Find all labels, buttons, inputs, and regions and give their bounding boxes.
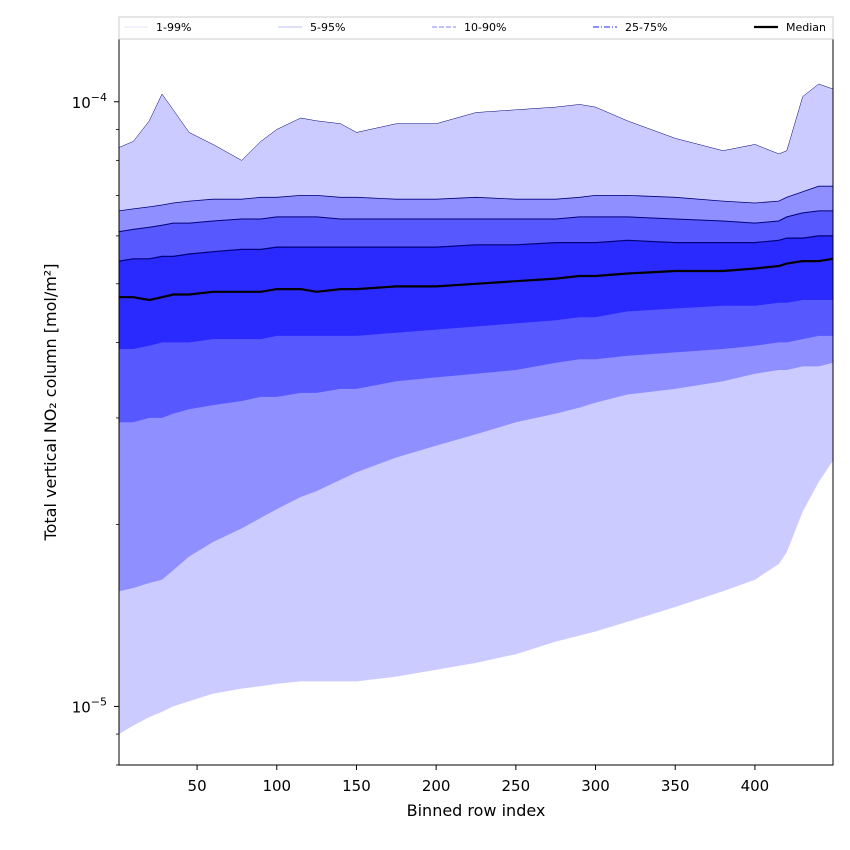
- y-axis-ticks: 10−5 10−4: [72, 91, 119, 716]
- upper-line-90: [119, 210, 833, 233]
- x-tick-label: 200: [422, 777, 451, 795]
- median-line: [119, 257, 833, 302]
- percentile-bands: [119, 84, 833, 735]
- band-25-75: [119, 235, 833, 349]
- x-tick-label: 300: [581, 777, 610, 795]
- y-tick-label: 10−4: [72, 91, 107, 112]
- y-axis-minor-ticks: [116, 129, 119, 766]
- legend-label: 10-90%: [464, 21, 506, 34]
- legend-label: Median: [786, 21, 826, 34]
- x-tick-label: 50: [188, 777, 207, 795]
- upper-line-75: [119, 235, 833, 262]
- x-tick-label: 100: [262, 777, 291, 795]
- legend-label: 25-75%: [625, 21, 667, 34]
- x-axis-ticks: 50 100 150 200 250 300 350 400: [188, 765, 770, 795]
- y-axis-label: Total vertical NO₂ column [mol/m²]: [41, 264, 60, 542]
- x-tick-label: 250: [502, 777, 531, 795]
- legend-label: 5-95%: [310, 21, 345, 34]
- x-tick-label: 150: [342, 777, 371, 795]
- y-tick-label: 10−5: [72, 695, 107, 716]
- legend-label: 1-99%: [156, 21, 191, 34]
- legend: 1-99% 5-95% 10-90% 25-75% Median: [118, 16, 834, 40]
- x-axis-label: Binned row index: [407, 801, 546, 820]
- x-tick-label: 350: [661, 777, 690, 795]
- legend-frame: [118, 16, 834, 40]
- percentile-lines: [119, 83, 833, 302]
- upper-line-99: [119, 83, 833, 161]
- upper-line-95: [119, 185, 833, 212]
- x-tick-label: 400: [741, 777, 770, 795]
